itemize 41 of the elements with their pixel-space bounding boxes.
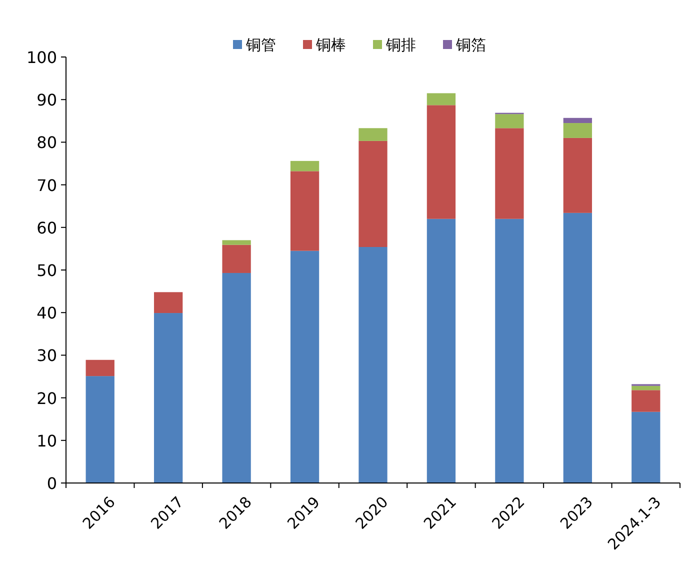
bar xyxy=(358,140,388,247)
bar xyxy=(154,292,183,314)
bar xyxy=(222,244,251,273)
legend-label: 铜棒 xyxy=(315,36,346,54)
y-tick-label: 10 xyxy=(36,431,57,450)
bar xyxy=(290,250,320,483)
bar xyxy=(290,160,320,172)
bar xyxy=(222,240,251,245)
y-tick-label: 20 xyxy=(36,388,57,408)
bar xyxy=(563,118,592,124)
bar xyxy=(495,218,524,483)
y-tick-label: 100 xyxy=(26,48,57,67)
legend-label: 铜箔 xyxy=(455,36,486,54)
bar xyxy=(358,128,388,141)
y-tick-label: 90 xyxy=(36,90,57,110)
y-tick-label: 0 xyxy=(46,474,57,493)
y-tick-label: 50 xyxy=(36,261,57,280)
y-tick-label: 80 xyxy=(36,133,57,152)
bar xyxy=(632,390,660,412)
bar xyxy=(495,114,524,128)
bar xyxy=(426,105,456,219)
bar xyxy=(222,272,251,483)
bar xyxy=(495,128,524,219)
legend-label: 铜管 xyxy=(245,36,276,54)
y-tick-label: 60 xyxy=(36,218,57,238)
legend-label: 铜排 xyxy=(385,36,416,54)
bar xyxy=(632,412,660,483)
bar xyxy=(86,360,114,376)
bar xyxy=(290,171,320,251)
bar xyxy=(426,93,456,106)
bar xyxy=(358,246,388,483)
bar xyxy=(154,313,183,483)
bar xyxy=(632,386,660,390)
y-tick-label: 40 xyxy=(36,304,57,323)
bar xyxy=(426,218,456,483)
y-tick-label: 70 xyxy=(36,176,57,195)
bar xyxy=(563,138,592,213)
y-tick-label: 30 xyxy=(36,346,57,366)
bar xyxy=(563,123,592,138)
bar xyxy=(86,376,114,483)
bar xyxy=(563,212,592,483)
